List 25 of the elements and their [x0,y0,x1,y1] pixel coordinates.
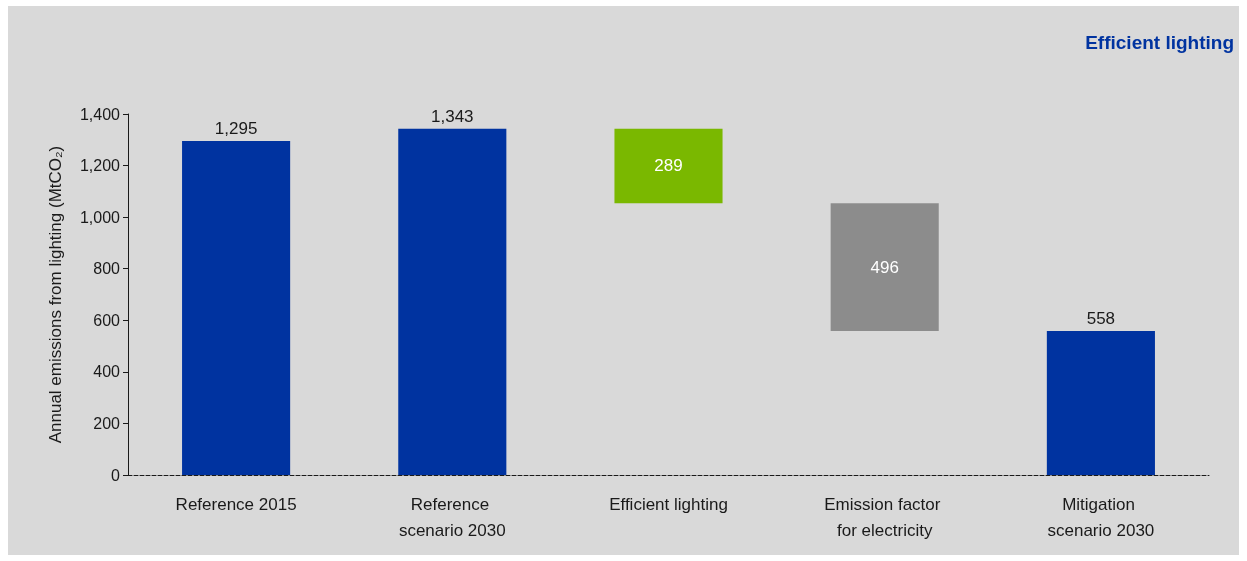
y-tick-label: 800 [93,260,121,278]
data-label: 1,295 [214,119,258,139]
x-tick-label: Reference scenario 2030 [398,494,506,540]
chart-title: Efficient lighting [1085,32,1235,53]
y-tick-label: 200 [93,414,121,432]
x-tick-label: Mitigation scenario 2030 [1047,494,1155,540]
bar [398,128,507,475]
data-label: 496 [870,257,899,277]
y-tick-label: 400 [93,363,121,381]
y-tick-label: 1,000 [79,208,121,226]
x-tick-label: Emission factor for electricity [824,494,946,540]
x-tick-label: Reference 2015 [175,494,297,514]
x-tick-label: Efficient lighting [609,494,728,514]
bar [182,141,291,475]
y-tick-label: 1,400 [79,105,121,123]
bar [1046,331,1155,475]
bar [614,128,723,204]
y-axis-title: Annual emissions from lighting (MtCO₂) [45,145,65,444]
data-label: 558 [1086,309,1116,329]
bar [830,203,939,332]
y-tick-label: 1,200 [79,157,121,175]
data-label: 1,343 [431,106,474,126]
data-label: 289 [654,156,683,176]
y-tick-label: 600 [93,311,121,329]
y-tick-label: 0 [111,466,121,484]
